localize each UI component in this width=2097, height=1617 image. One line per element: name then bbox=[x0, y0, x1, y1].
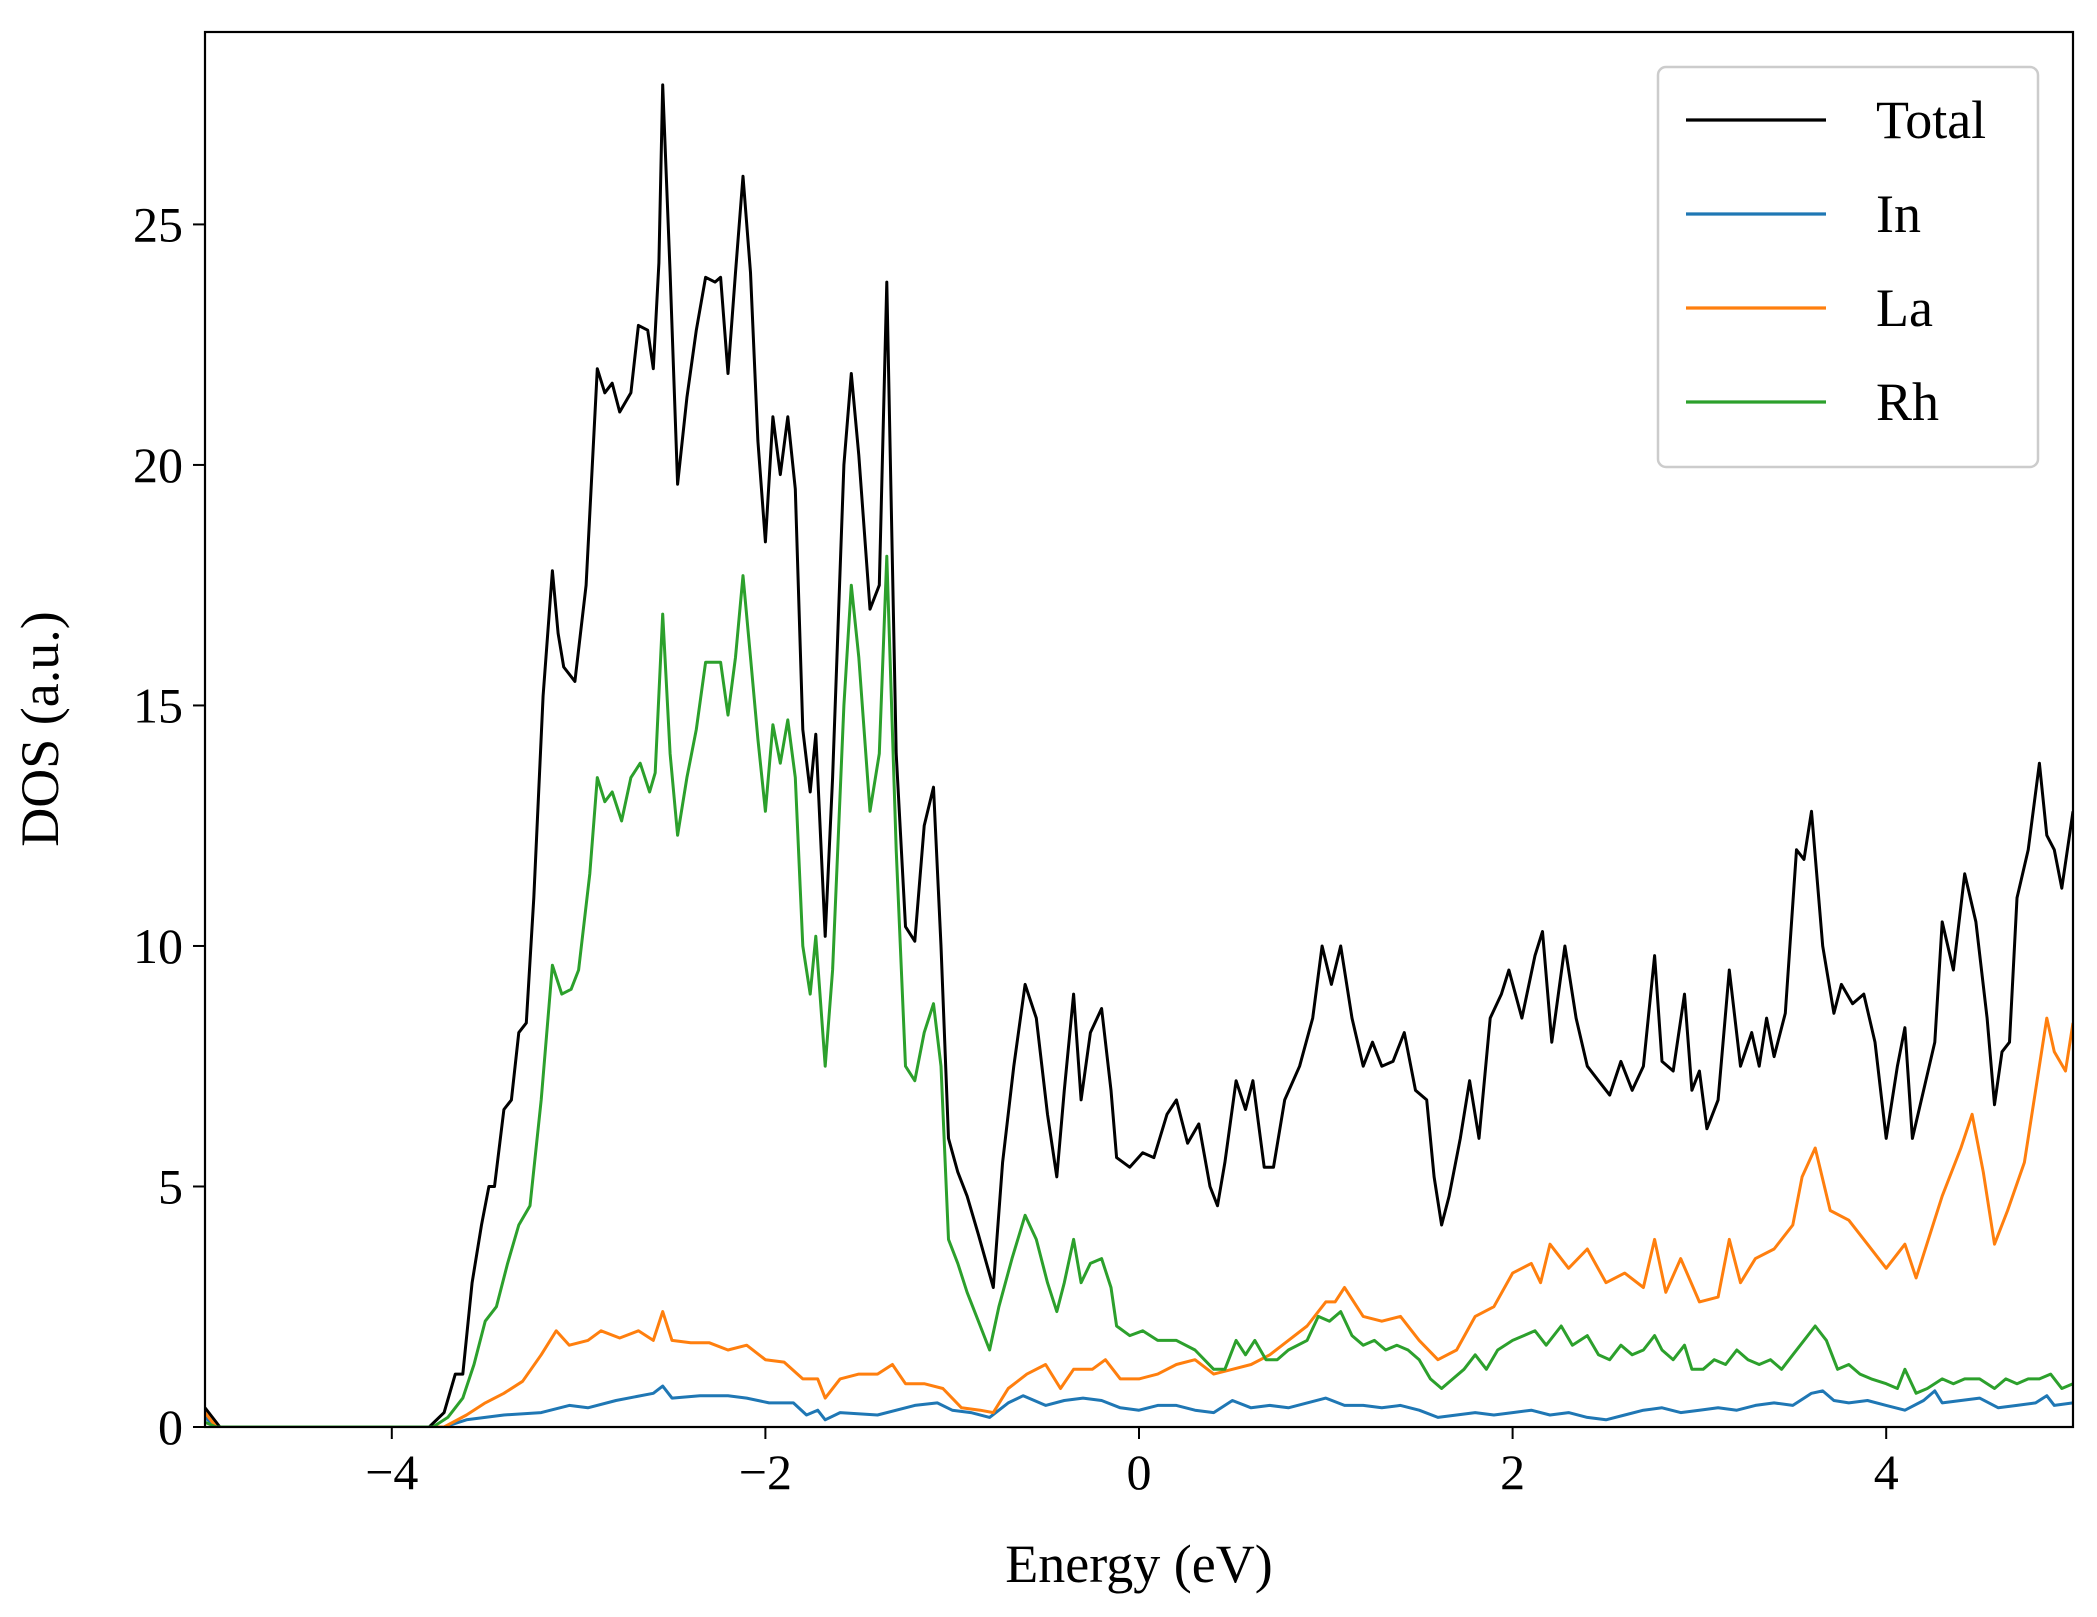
x-axis: −4 −2 0 2 4 bbox=[365, 1427, 1899, 1500]
y-tick-label: 15 bbox=[133, 677, 183, 733]
legend-label-rh: Rh bbox=[1876, 372, 1939, 432]
x-tick-label: 4 bbox=[1874, 1444, 1899, 1500]
legend-label-total: Total bbox=[1876, 90, 1986, 150]
x-tick-label: −4 bbox=[365, 1444, 418, 1500]
y-tick-label: 10 bbox=[133, 918, 183, 974]
y-axis-label: DOS (a.u.) bbox=[10, 611, 70, 846]
series-line-rh bbox=[205, 554, 2073, 1427]
y-tick-label: 20 bbox=[133, 437, 183, 493]
series-line-total bbox=[205, 83, 2073, 1427]
legend: Total In La Rh bbox=[1656, 65, 2040, 469]
legend-box bbox=[1656, 65, 2040, 469]
x-tick-label: 2 bbox=[1500, 1444, 1525, 1500]
legend-label-in: In bbox=[1876, 184, 1921, 244]
y-tick-label: 0 bbox=[158, 1399, 183, 1455]
legend-label-la: La bbox=[1876, 278, 1933, 338]
y-tick-label: 25 bbox=[133, 196, 183, 252]
x-tick-label: −2 bbox=[739, 1444, 792, 1500]
y-tick-label: 5 bbox=[158, 1158, 183, 1214]
series-line-in bbox=[205, 1384, 2073, 1427]
x-tick-label: 0 bbox=[1127, 1444, 1152, 1500]
series-lines bbox=[205, 83, 2073, 1427]
series-line-la bbox=[205, 1016, 2073, 1427]
y-axis: 0 5 10 15 20 25 bbox=[133, 196, 205, 1455]
x-axis-label: Energy (eV) bbox=[1005, 1534, 1272, 1594]
